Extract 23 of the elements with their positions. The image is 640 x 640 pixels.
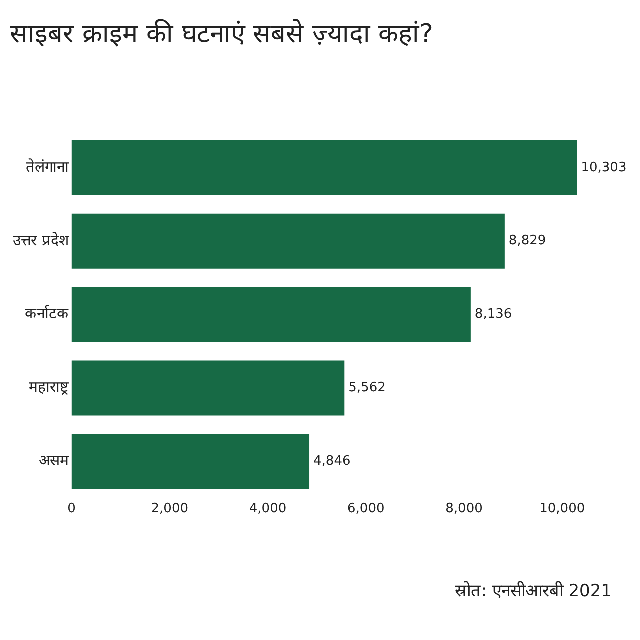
bar: [72, 434, 310, 490]
x-tick-label: 8,000: [446, 502, 483, 517]
y-tick-label: असम: [38, 452, 70, 470]
data-label: 8,829: [508, 234, 546, 249]
bar: [72, 360, 345, 416]
data-label: 5,562: [348, 380, 386, 396]
chart-title: साइबर क्राइम की घटनाएं सबसे ज़्यादा कहां?: [10, 18, 434, 50]
x-tick-label: 0: [68, 502, 76, 517]
data-label: 4,846: [314, 454, 351, 470]
y-tick-label: तेलंगाना: [26, 158, 70, 176]
data-label: 8,136: [474, 307, 512, 322]
y-tick-label: कर्नाटक: [24, 304, 69, 323]
data-label: 10,303: [581, 160, 627, 176]
x-tick-label: 2,000: [151, 502, 188, 517]
x-tick-label: 10,000: [540, 502, 586, 517]
x-tick-label: 4,000: [249, 502, 287, 517]
y-tick-label: महाराष्ट्र: [28, 378, 69, 396]
bar: [72, 287, 471, 342]
y-tick-label: उत्तर प्रदेश: [12, 231, 70, 250]
bar: [72, 214, 505, 269]
x-tick-label: 6,000: [348, 502, 385, 517]
bar: [72, 140, 578, 196]
text: स्रोत: एनसीआरबी 2021: [455, 580, 612, 602]
